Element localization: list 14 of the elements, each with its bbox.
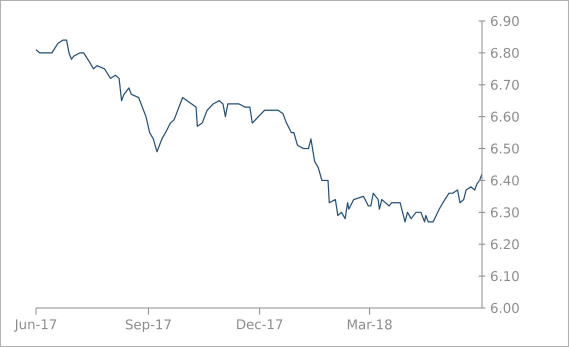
y-tick-label: 6.50 bbox=[490, 143, 519, 154]
y-tick-label: 6.70 bbox=[490, 80, 519, 90]
y-tick-label: 6.00 bbox=[490, 302, 519, 314]
x-tick-label: Jun-17 bbox=[14, 319, 56, 332]
x-tick-label: Sep-17 bbox=[126, 319, 171, 332]
x-tick-label: Mar-18 bbox=[348, 319, 392, 330]
y-tick-label: 6.20 bbox=[490, 239, 519, 250]
y-tick-label: 6.40 bbox=[490, 175, 519, 186]
y-tick-label: 6.60 bbox=[490, 112, 519, 122]
y-tick-label: 6.90 bbox=[490, 16, 519, 26]
y-tick-label: 6.10 bbox=[490, 271, 519, 282]
y-tick-label: 6.80 bbox=[490, 48, 519, 58]
y-tick-label: 6.30 bbox=[490, 207, 519, 218]
x-tick-label: Dec-17 bbox=[237, 319, 282, 330]
